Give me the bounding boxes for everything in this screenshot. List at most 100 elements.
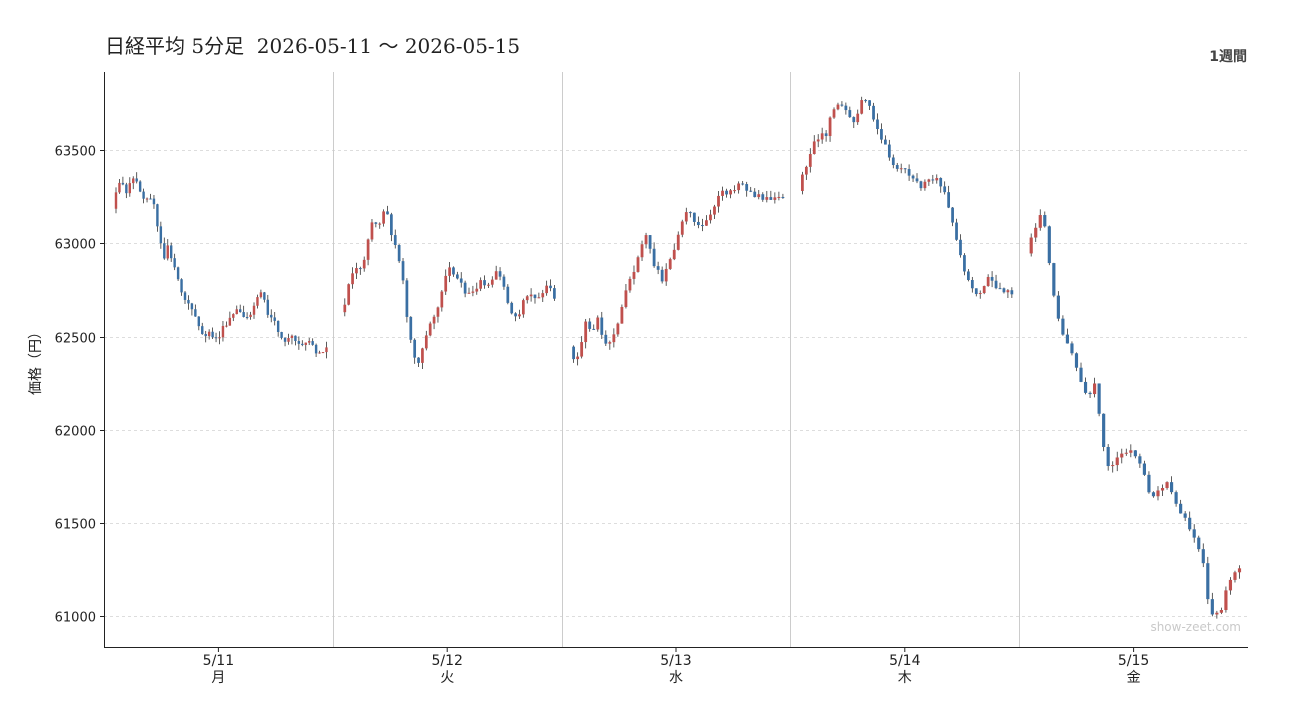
candle-body [428, 323, 432, 336]
candle-body [836, 104, 840, 110]
candle-body [680, 221, 684, 235]
candle-body [891, 157, 895, 166]
candle-body [413, 339, 417, 358]
candle-body [688, 212, 692, 214]
y-tick-label: 61000 [55, 611, 96, 626]
candle-body [232, 314, 235, 318]
candle-body [397, 244, 401, 262]
candle-body [1083, 381, 1088, 393]
candle-body [506, 286, 510, 303]
candle-body [467, 292, 471, 294]
candle-body [717, 195, 720, 207]
candle-body [828, 117, 832, 137]
candle-body [1106, 446, 1110, 467]
candle-body [159, 226, 163, 244]
y-tick-label: 61500 [55, 518, 96, 533]
y-tick-label: 62500 [55, 332, 96, 347]
candle-body [502, 276, 506, 287]
candle-body [238, 309, 242, 313]
candle-body [903, 168, 907, 170]
candle-body [1124, 452, 1128, 454]
candle-body [135, 178, 138, 182]
candle-body [632, 271, 636, 279]
grid-lines [104, 150, 1248, 617]
candle-body [1065, 334, 1070, 344]
candle-body [297, 341, 301, 344]
candle-body [860, 100, 864, 114]
axes [104, 72, 1248, 648]
candle-body [721, 190, 724, 196]
candle-body [729, 190, 732, 195]
x-date-label: 5/13 [660, 653, 691, 669]
candle-body [986, 276, 990, 287]
x-date-label: 5/14 [889, 653, 921, 669]
candle-body [283, 337, 287, 342]
candle-body [304, 342, 307, 345]
day-separators [333, 72, 1020, 648]
candle-body [459, 278, 463, 283]
candle-body [700, 225, 704, 227]
candle-body [197, 316, 201, 327]
candle-body [541, 293, 545, 298]
candle-body [963, 255, 966, 272]
candle-body [777, 196, 781, 198]
candle-body [452, 267, 455, 275]
candle-body [152, 198, 156, 205]
candle-body [545, 285, 548, 294]
candle-body [1142, 463, 1146, 475]
candle-body [440, 291, 444, 308]
candle-body [1174, 492, 1178, 504]
candle-body [884, 139, 887, 145]
candle-body [494, 271, 498, 280]
candle-body [245, 316, 249, 318]
candle-body [180, 279, 183, 293]
candle-body [612, 334, 616, 343]
candle-body [1133, 450, 1137, 457]
candle-body [864, 100, 868, 102]
candle-body [648, 235, 652, 249]
candle-body [656, 266, 660, 270]
candle-body [749, 190, 753, 192]
candle-body [183, 292, 187, 300]
candle-body [314, 344, 318, 354]
candle-body [737, 183, 741, 191]
candle-body [596, 317, 600, 330]
candle-body [1228, 579, 1233, 591]
candle-body [947, 192, 951, 208]
candle-body [1097, 383, 1101, 414]
candle-body [1070, 343, 1074, 354]
candle-body [421, 348, 424, 363]
candle-body [624, 290, 628, 307]
x-labels: 5/11月 5/12火 5/13水 5/14木 5/15金 [203, 648, 1149, 686]
candle-body [840, 104, 844, 106]
candle-body [529, 294, 533, 297]
candle-body [990, 276, 994, 281]
candle-body [347, 284, 351, 305]
candle-body [207, 331, 211, 337]
candle-body [1038, 215, 1042, 228]
candle-body [1029, 237, 1033, 254]
candle-body [393, 235, 397, 245]
candle-body [899, 168, 903, 170]
candle-body [1206, 563, 1210, 600]
candles [114, 96, 1242, 619]
candle-body [263, 292, 266, 300]
candle-body [844, 105, 848, 111]
candle-body [1002, 288, 1006, 293]
candle-body [118, 182, 121, 193]
candle-body [225, 325, 228, 327]
watermark: show-zeet.com [1150, 620, 1241, 634]
candle-body [401, 261, 405, 281]
candle-body [1052, 263, 1056, 296]
candle-body [781, 196, 785, 199]
y-ticks: 61000 61500 62000 62500 63000 63500 [55, 145, 104, 626]
candle-body [801, 174, 804, 191]
candle-body [518, 314, 521, 317]
candle-body [887, 144, 891, 158]
candle-body [1056, 295, 1060, 319]
candle-body [880, 129, 883, 140]
y-axis-label: 価格（円） [28, 325, 44, 395]
candle-body [132, 178, 135, 184]
candle-body [812, 141, 816, 155]
candle-body [378, 223, 382, 225]
